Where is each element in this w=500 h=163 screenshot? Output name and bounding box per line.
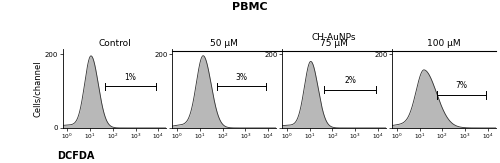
Text: PBMC: PBMC xyxy=(232,2,268,12)
Text: DCFDA: DCFDA xyxy=(58,151,95,161)
Text: CH-AuNPs: CH-AuNPs xyxy=(312,33,356,42)
Title: 75 μM: 75 μM xyxy=(320,39,348,48)
Title: 50 μM: 50 μM xyxy=(210,39,238,48)
Text: 1%: 1% xyxy=(124,73,136,82)
Text: 7%: 7% xyxy=(455,81,467,90)
Text: 2%: 2% xyxy=(344,76,356,85)
Y-axis label: Cells/channel: Cells/channel xyxy=(33,60,42,117)
Title: 100 μM: 100 μM xyxy=(427,39,461,48)
Text: 3%: 3% xyxy=(236,73,248,82)
Title: Control: Control xyxy=(98,39,131,48)
